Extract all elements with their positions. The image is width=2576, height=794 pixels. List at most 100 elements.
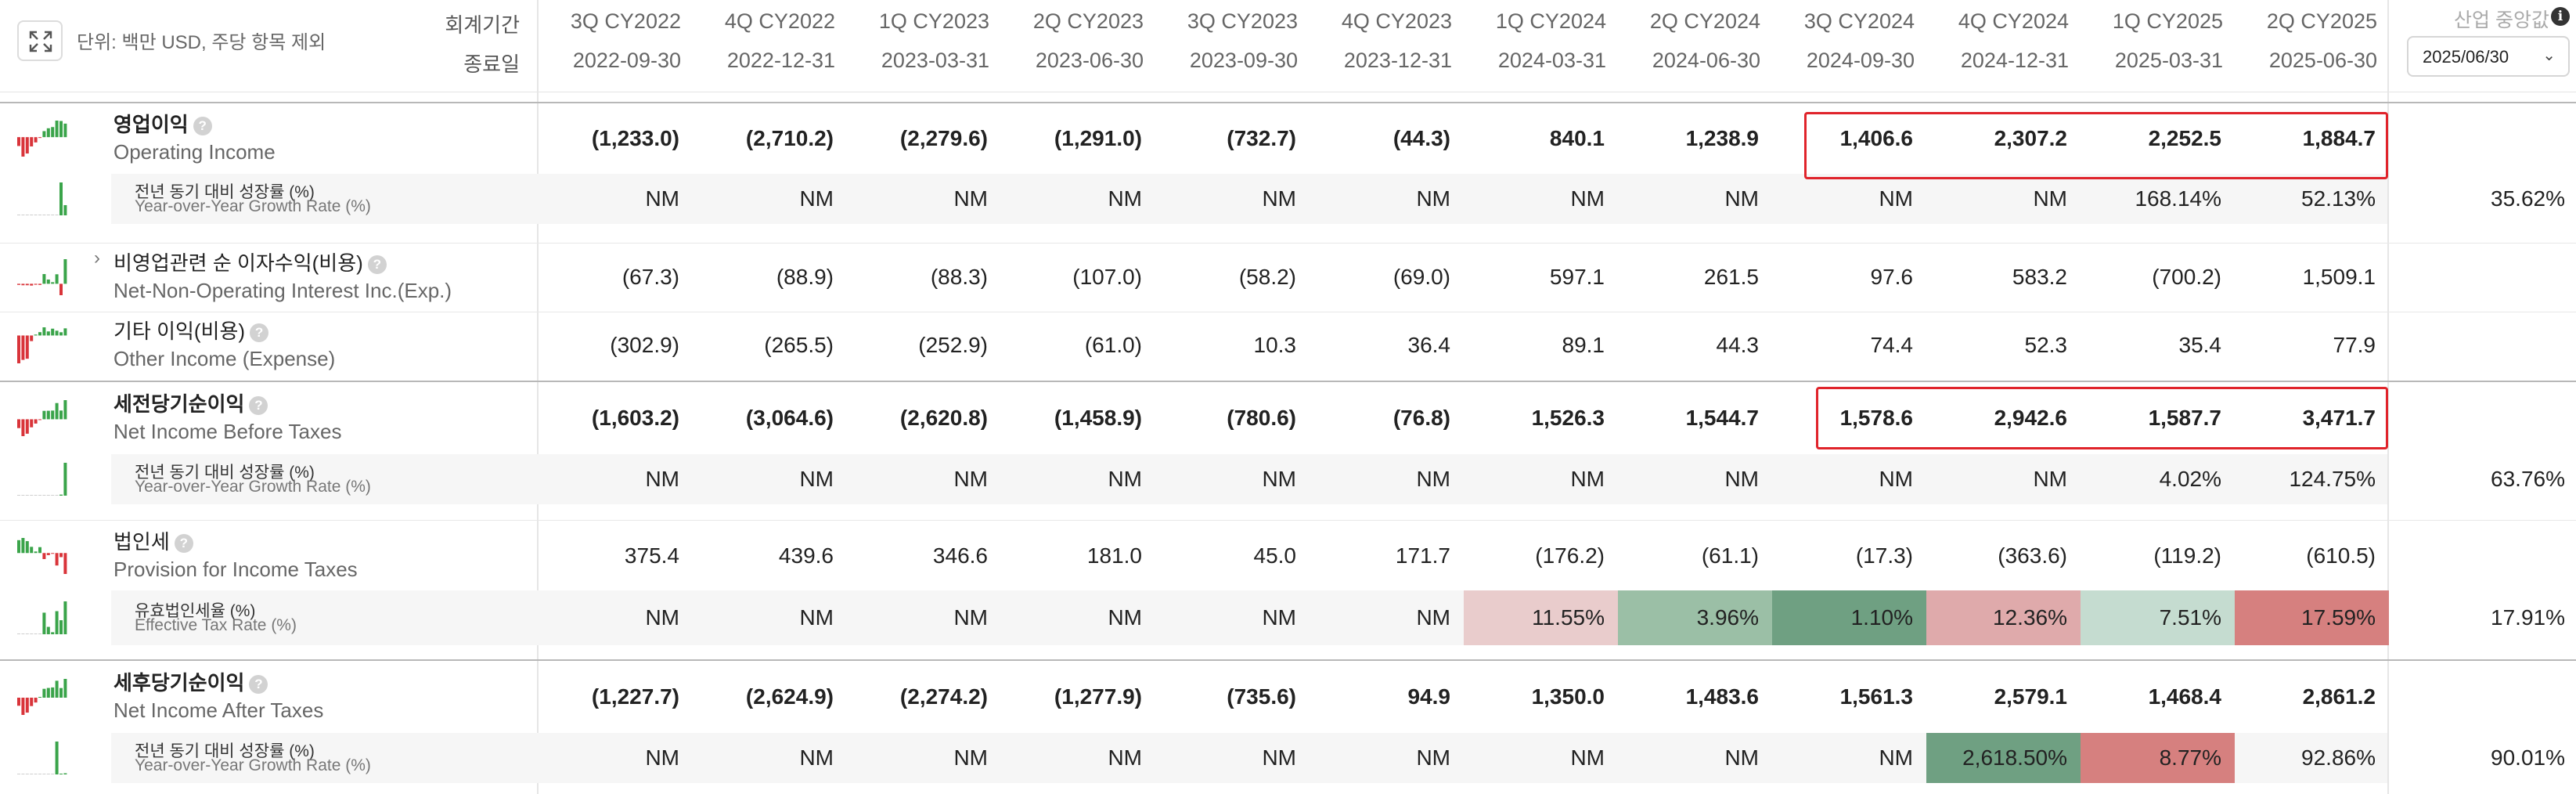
value-cell: 11.55% (1464, 590, 1618, 645)
value-cell: NM (2033, 467, 2067, 491)
metric-label-ko: 전년 동기 대비 성장률 (%) (135, 742, 315, 760)
row-divider (0, 520, 2576, 521)
sparkline-bar (30, 283, 34, 286)
value-cell: NM (1108, 605, 1142, 630)
sparkline-bar (63, 553, 67, 574)
value-cell: 3.96% (1618, 590, 1772, 645)
metric-label-en: Effective Tax Rate (%) (135, 616, 297, 634)
value-cell: 97.6 (1870, 265, 1914, 289)
metric-label-en: Year-over-Year Growth Rate (%) (135, 756, 371, 774)
period-header: 3Q CY2024 (1803, 9, 1915, 33)
metric-label-en: Year-over-Year Growth Rate (%) (135, 197, 371, 215)
sparkline-bar (55, 495, 59, 496)
value-cell: (119.2) (2153, 543, 2221, 568)
date-header: 2025-06-30 (2268, 49, 2377, 72)
help-icon[interactable]: ? (249, 396, 268, 415)
metric-row[interactable]: 비영업관련 순 이자수익(비용)? Net-Non-Operating Inter… (0, 243, 2576, 312)
median-date-value: 2025/06/30 (2423, 47, 2509, 67)
sparkline-bar (17, 697, 20, 706)
value-cell: NM (2033, 186, 2067, 211)
sparkline-bar (21, 697, 25, 715)
value-cell: (302.9) (610, 333, 679, 357)
sparkline-bar (59, 182, 63, 215)
subrow-background (111, 454, 2387, 504)
sparkline-bar (38, 419, 41, 420)
sparkline-bar (34, 633, 38, 634)
value-cell: NM (1416, 745, 1450, 770)
expand-button[interactable] (17, 20, 63, 61)
help-icon[interactable]: ? (193, 117, 212, 135)
value-cell: NM (953, 605, 988, 630)
value-cell: NM (1570, 745, 1605, 770)
date-header: 2023-06-30 (1035, 49, 1144, 72)
value-cell: 2,307.2 (1994, 126, 2067, 150)
info-icon[interactable]: i (2551, 7, 2570, 26)
sparkline-bar (42, 131, 46, 138)
sparkline-bar (25, 137, 29, 154)
value-cell: 2,618.50% (1926, 733, 2081, 783)
value-cell: (58.2) (1238, 265, 1296, 289)
value-cell: NM (953, 745, 988, 770)
sparkline-bar (63, 601, 67, 634)
sparkline-bar (59, 283, 63, 295)
row-divider (0, 381, 2576, 382)
sparkline-bar (63, 259, 67, 284)
sparkline-bar (38, 696, 41, 698)
value-cell: 1,350.0 (1531, 684, 1605, 709)
sparkline-bar (25, 633, 29, 634)
value-cell: 1,561.3 (1839, 684, 1913, 709)
period-header: 2Q CY2023 (1032, 9, 1144, 33)
sparkline-bar (55, 553, 59, 566)
industry-median-value: 63.76% (2491, 467, 2565, 491)
sparkline-bar (34, 334, 38, 336)
value-cell: 74.4 (1870, 333, 1914, 357)
metric-subrow: 전년 동기 대비 성장률 (%) Year-over-Year Growth Ra… (0, 174, 2576, 224)
value-cell: NM (1879, 467, 1913, 491)
chevron-right-icon[interactable]: › (94, 247, 100, 269)
value-cell: (61.1) (1701, 543, 1759, 568)
help-icon[interactable]: ? (249, 675, 268, 694)
metric-name: 세후당기순이익 (113, 671, 245, 695)
metric-label-en: Provision for Income Taxes (113, 558, 358, 581)
metric-label-en: Net Income After Taxes (113, 698, 324, 722)
value-cell: 597.1 (1549, 265, 1605, 289)
sparkline-bar (17, 495, 20, 496)
value-cell: 1,483.6 (1685, 684, 1759, 709)
value-cell: NM (1262, 745, 1296, 770)
industry-median-value: 90.01% (2491, 745, 2565, 770)
value-cell: 35.4 (2178, 333, 2222, 357)
industry-median-label: 산업 중앙값 (2454, 9, 2549, 31)
sparkline-bar (25, 697, 29, 713)
sparkline-bar (34, 283, 38, 285)
median-date-select[interactable]: 2025/06/30 ⌄ (2407, 36, 2570, 77)
value-cell: (2,274.2) (899, 684, 988, 709)
help-icon[interactable]: ? (367, 255, 387, 274)
sparkline-bar (30, 697, 34, 706)
value-cell: 12.36% (1926, 590, 2081, 645)
sparkline-chart (17, 538, 67, 574)
sparkline-bar (51, 632, 55, 634)
sparkline-bar (34, 551, 38, 554)
value-cell: NM (799, 745, 834, 770)
value-cell: NM (1570, 467, 1605, 491)
date-header: 2023-03-31 (881, 49, 989, 72)
period-header: 1Q CY2024 (1495, 9, 1606, 33)
sparkline-bar (42, 273, 46, 284)
value-cell: NM (1108, 467, 1142, 491)
value-cell: (88.3) (930, 265, 988, 289)
sparkline-bar (38, 283, 41, 285)
sparkline-bar (51, 410, 55, 420)
period-header: 1Q CY2023 (878, 9, 989, 33)
help-icon[interactable]: ? (250, 323, 269, 342)
value-cell: 77.9 (2333, 333, 2376, 357)
sparkline-bar (51, 328, 55, 336)
date-header: 2024-06-30 (1652, 49, 1760, 72)
row-divider (0, 102, 2576, 103)
sparkline-bar (34, 137, 38, 143)
metric-label-ko: 영업이익? (113, 109, 212, 138)
sparkline-bar (55, 742, 59, 774)
date-header: 2022-09-30 (572, 49, 681, 72)
value-cell: 36.4 (1407, 333, 1451, 357)
help-icon[interactable]: ? (174, 534, 193, 553)
value-cell: NM (799, 467, 834, 491)
